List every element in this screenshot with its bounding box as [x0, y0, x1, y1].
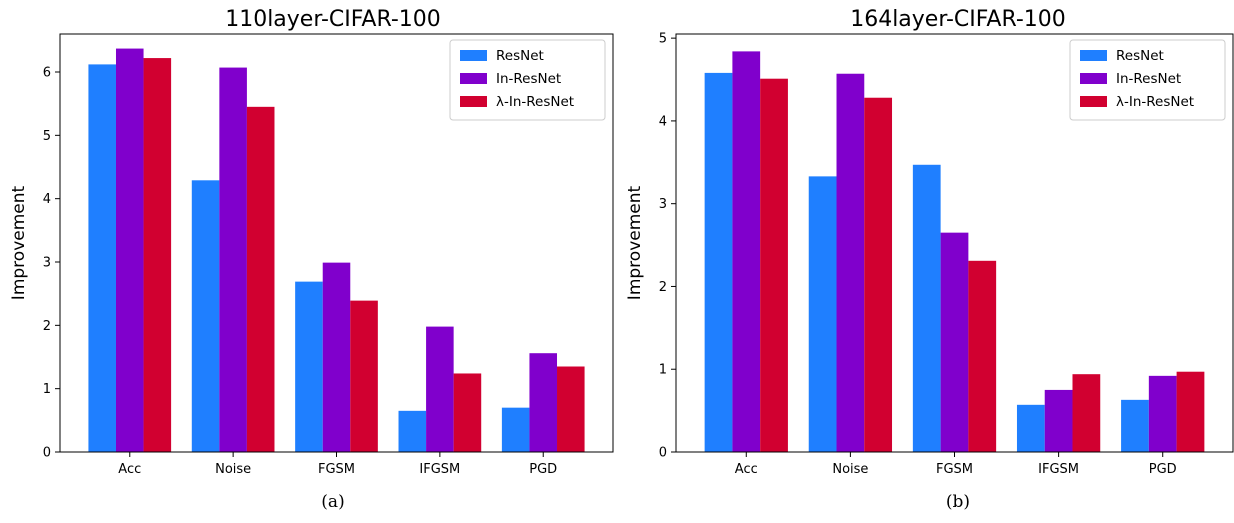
bar-ifgsm-0: [1016, 404, 1045, 452]
x-tick-label: FGSM: [318, 462, 355, 477]
figure-caption: (b): [946, 492, 970, 512]
legend-swatch: [1080, 50, 1107, 61]
chart-title: 110layer-CIFAR-100: [225, 7, 441, 32]
plot-frame: [675, 33, 1234, 453]
legend-swatch: [460, 96, 487, 107]
bar-noise-1: [219, 67, 247, 452]
bar-noise-0: [191, 180, 220, 453]
x-tick-label: Noise: [832, 462, 868, 477]
y-tick-label: 4: [43, 192, 51, 207]
y-tick-label: 3: [659, 197, 667, 212]
y-tick-label: 5: [659, 32, 667, 47]
bar-noise-2: [246, 106, 275, 452]
bar-pgd-0: [501, 407, 530, 452]
legend-box: [1069, 39, 1226, 121]
x-tick-label: PGD: [1149, 462, 1177, 477]
x-tick-label: IFGSM: [1038, 462, 1079, 477]
y-tick-label: 2: [43, 319, 51, 334]
y-tick-label: 0: [43, 446, 51, 461]
y-tick-label: 5: [43, 129, 51, 144]
bar-fgsm-0: [295, 281, 323, 452]
bar-pgd-0: [1121, 399, 1149, 452]
x-tick-label: PGD: [529, 462, 557, 477]
bar-fgsm-0: [912, 164, 941, 452]
bar-acc-0: [88, 64, 116, 453]
bar-ifgsm-1: [1044, 389, 1073, 452]
bar-acc-0: [704, 72, 733, 453]
x-tick-label: Noise: [215, 462, 251, 477]
legend-box: [449, 39, 606, 121]
bar-ifgsm-0: [398, 410, 427, 452]
chart-panel-1: 164layer-CIFAR-100 0 1 2 3 4 5 Improvement Acc No…: [625, 7, 1234, 512]
bar-noise-0: [808, 176, 837, 452]
legend: ResNet In-ResNet λ-In-ResNet: [449, 39, 606, 121]
legend-swatch: [460, 73, 487, 84]
legend-entry: λ-In-ResNet: [1116, 94, 1194, 110]
y-tick-label: 2: [659, 280, 667, 295]
chart-panel-0: 110layer-CIFAR-100 0 1 2 3 4 5 6 Improvement Acc N…: [9, 7, 614, 512]
y-tick-label: 3: [43, 256, 51, 271]
bar-fgsm-1: [322, 262, 351, 452]
y-axis-label: Improvement: [625, 185, 645, 300]
bar-pgd-1: [529, 353, 558, 452]
plot-frame: [59, 33, 614, 453]
bar-noise-2: [864, 97, 893, 452]
x-tick-label: Acc: [118, 462, 141, 477]
y-tick-label: 1: [659, 363, 667, 378]
legend-entry: In-ResNet: [1116, 71, 1181, 87]
bar-ifgsm-2: [453, 373, 482, 452]
bar-ifgsm-2: [1072, 374, 1101, 452]
bar-acc-2: [760, 78, 788, 452]
legend-entry: In-ResNet: [496, 71, 561, 87]
bar-fgsm-2: [350, 300, 378, 452]
legend-entry: ResNet: [1116, 48, 1164, 64]
bar-fgsm-2: [968, 260, 997, 452]
bar-acc-1: [732, 51, 761, 452]
legend-entry: ResNet: [496, 48, 544, 64]
y-tick-label: 4: [659, 114, 667, 129]
bar-acc-1: [115, 48, 144, 452]
legend-swatch: [1080, 73, 1107, 84]
legend: ResNet In-ResNet λ-In-ResNet: [1069, 39, 1226, 121]
y-tick-label: 0: [659, 446, 667, 461]
bar-ifgsm-1: [426, 326, 454, 452]
bar-pgd-2: [557, 366, 585, 452]
x-tick-label: FGSM: [936, 462, 973, 477]
legend-swatch: [1080, 96, 1107, 107]
y-tick-label: 6: [43, 66, 51, 81]
bar-noise-1: [836, 73, 865, 452]
y-axis-label: Improvement: [9, 185, 29, 300]
bar-pgd-2: [1176, 371, 1205, 452]
figure-caption: (a): [321, 492, 344, 512]
x-tick-label: Acc: [735, 462, 758, 477]
bar-fgsm-1: [940, 232, 969, 452]
bar-acc-2: [143, 58, 172, 452]
legend-entry: λ-In-ResNet: [496, 94, 574, 110]
bar-pgd-1: [1148, 375, 1177, 452]
x-tick-label: IFGSM: [419, 462, 460, 477]
legend-swatch: [460, 50, 487, 61]
chart-title: 164layer-CIFAR-100: [850, 7, 1066, 32]
y-tick-label: 1: [43, 382, 51, 397]
